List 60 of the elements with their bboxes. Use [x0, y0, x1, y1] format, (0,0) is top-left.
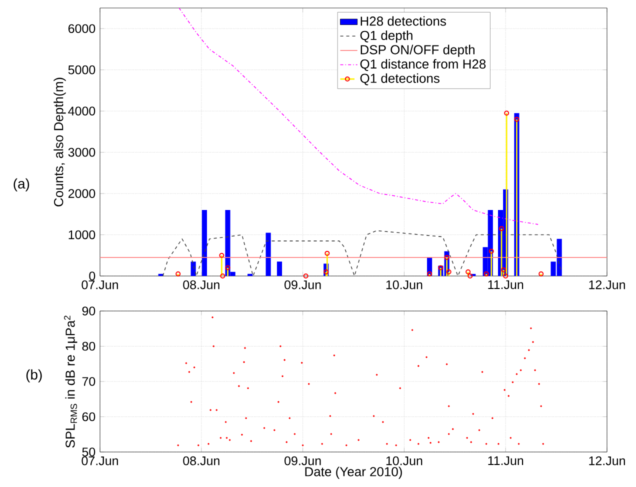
point — [468, 273, 473, 278]
point — [219, 252, 224, 258]
y-tick-label: 50 — [82, 448, 96, 456]
y-axis-title: SPL$_{RMS}$ in dB re 1μPa$^{2}$ — [64, 316, 78, 448]
point — [176, 271, 181, 276]
x-tick-label: 12.Jun — [589, 280, 625, 290]
y-tick-label: 5000 — [68, 65, 96, 74]
point — [466, 269, 471, 274]
point — [499, 226, 504, 232]
y-tick-label: 6000 — [68, 24, 96, 34]
x-tick-label: 11.Jun — [488, 280, 524, 290]
legend-label: Q1 depth — [360, 30, 412, 43]
point — [538, 271, 544, 276]
bar — [190, 262, 196, 276]
x-tick-label: 12.Jun — [589, 456, 625, 466]
y-tick-label: 80 — [82, 342, 96, 351]
point — [438, 265, 444, 270]
x-tick-label: 10.Jun — [386, 456, 422, 466]
y-tick-label: 60 — [82, 412, 96, 422]
bar — [202, 210, 207, 276]
point — [220, 273, 226, 278]
x-axis-title: Date (Year 2010) — [305, 466, 402, 479]
x-tick-label: 09.Jun — [284, 456, 321, 466]
x-tick-label: 07.Jun — [82, 280, 118, 290]
legend-label: Q1 distance from H28 — [360, 59, 486, 71]
point — [514, 116, 520, 122]
bar — [266, 232, 271, 276]
point — [444, 254, 450, 260]
x-tick-label: 07.Jun — [82, 456, 118, 466]
y-tick-label: 90 — [82, 306, 96, 316]
point — [504, 110, 510, 116]
point — [303, 273, 308, 278]
y-tick-label: 1000 — [68, 230, 96, 240]
legend-label: DSP ON/OFF depth — [360, 44, 474, 57]
point — [488, 248, 494, 254]
text: (b) — [26, 369, 42, 382]
legend-label: H28 detections — [360, 16, 446, 26]
point — [324, 269, 329, 274]
x-tick-label: 10.Jun — [386, 280, 422, 290]
point — [446, 269, 452, 274]
legend-label: Q1 detections — [360, 73, 440, 86]
line-series — [162, 230, 562, 276]
y-tick-label: 0 — [89, 272, 96, 280]
x-tick-label: 09.Jun — [284, 280, 321, 290]
bar — [276, 262, 282, 276]
point — [427, 271, 432, 276]
x-tick-label: 08.Jun — [183, 456, 220, 466]
point — [484, 271, 489, 276]
text: (a) — [14, 178, 30, 192]
x-tick-label: 11.Jun — [488, 456, 524, 466]
point — [503, 273, 508, 278]
y-axis-title: Counts, also Depth(m) — [54, 78, 66, 206]
y-tick-label: 70 — [82, 377, 96, 386]
y-tick-label: 4000 — [68, 106, 96, 116]
point — [501, 267, 506, 272]
y-tick-label: 2000 — [68, 189, 96, 198]
point — [225, 265, 230, 270]
x-tick-label: 08.Jun — [183, 280, 220, 290]
point — [324, 250, 330, 256]
y-tick-label: 3000 — [68, 148, 96, 157]
